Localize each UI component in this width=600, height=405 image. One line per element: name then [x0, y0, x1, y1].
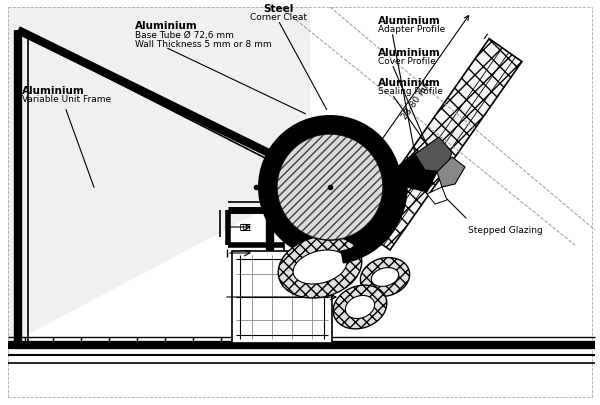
- Text: Corner Cleat: Corner Cleat: [250, 13, 307, 22]
- Ellipse shape: [333, 286, 387, 329]
- Polygon shape: [8, 8, 310, 345]
- Text: Wall Thickness 5 mm or 8 mm: Wall Thickness 5 mm or 8 mm: [135, 40, 272, 49]
- Text: Adapter Profile: Adapter Profile: [378, 25, 445, 34]
- Text: Aluminium: Aluminium: [378, 48, 441, 58]
- Text: 28-80 mm: 28-80 mm: [400, 78, 434, 121]
- Text: Aluminium: Aluminium: [378, 16, 441, 26]
- Text: Steel: Steel: [263, 4, 293, 14]
- Text: Aluminium: Aluminium: [22, 86, 85, 96]
- Ellipse shape: [293, 250, 347, 284]
- Text: Variable Unit Frame: Variable Unit Frame: [22, 95, 111, 104]
- Ellipse shape: [371, 268, 399, 287]
- Wedge shape: [341, 174, 407, 263]
- Text: Stepped Glazing: Stepped Glazing: [468, 226, 543, 234]
- Polygon shape: [397, 153, 437, 192]
- Text: Cover Profile: Cover Profile: [378, 57, 436, 66]
- Text: Aluminium: Aluminium: [378, 78, 441, 88]
- Polygon shape: [427, 188, 447, 205]
- Ellipse shape: [361, 258, 410, 297]
- Text: Aluminium: Aluminium: [135, 21, 198, 31]
- Circle shape: [258, 116, 402, 259]
- Text: Base Tube Ø 72,6 mm: Base Tube Ø 72,6 mm: [135, 31, 234, 40]
- Polygon shape: [264, 287, 276, 297]
- Bar: [232, 252, 332, 343]
- Ellipse shape: [346, 296, 374, 319]
- Polygon shape: [357, 40, 522, 250]
- Polygon shape: [437, 158, 465, 188]
- Ellipse shape: [278, 237, 362, 298]
- Text: Sealing Profile: Sealing Profile: [378, 87, 443, 96]
- Circle shape: [277, 135, 383, 241]
- Polygon shape: [415, 138, 452, 173]
- Circle shape: [277, 135, 383, 241]
